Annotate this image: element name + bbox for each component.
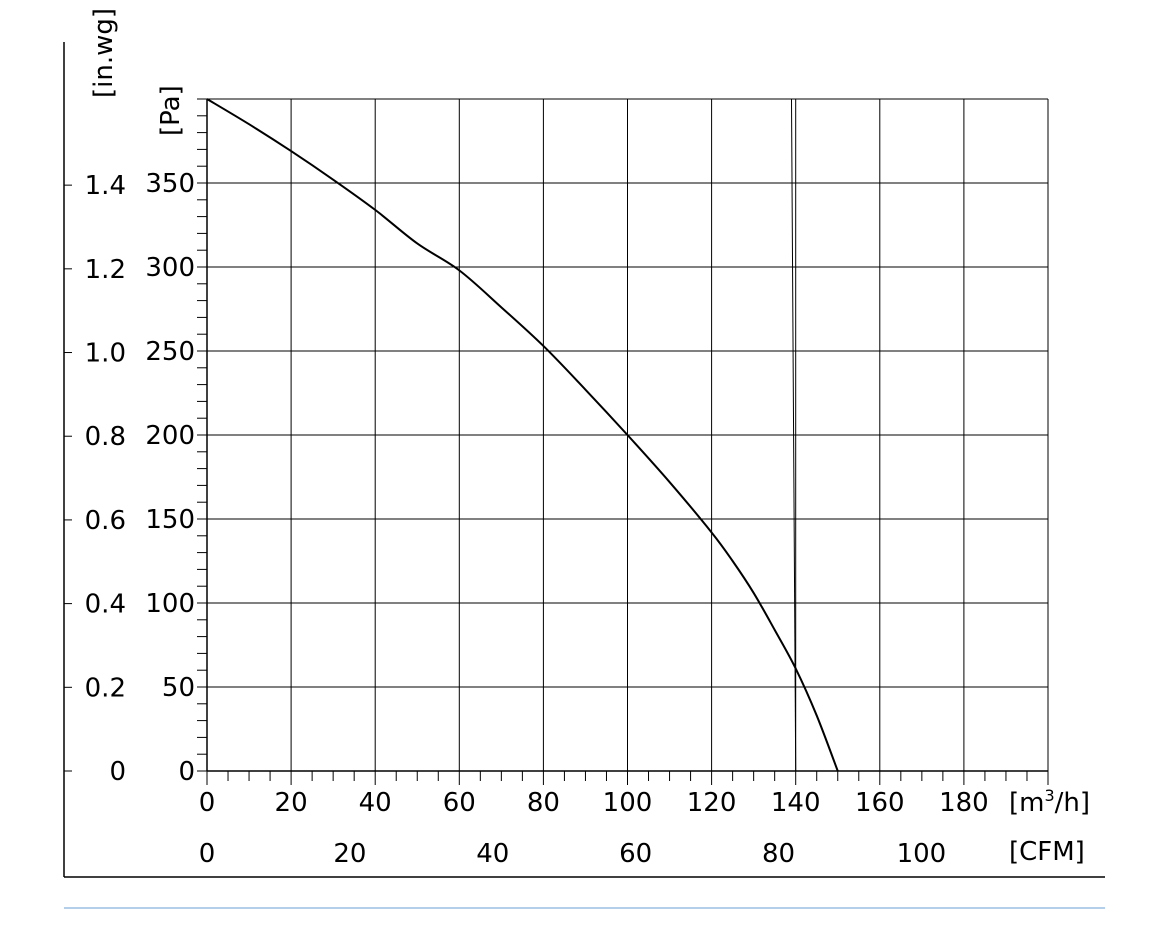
y2-tick-label: 1.2 [85,255,126,285]
x-tick-label: 80 [527,788,560,818]
y2-tick-label: 0 [109,757,126,787]
y-tick-label: 200 [145,421,195,451]
x-tick-label: 140 [771,788,821,818]
x-tick-label: 100 [603,788,653,818]
y-tick-label: 300 [145,253,195,283]
x-unit-sup: 3 [1044,786,1054,805]
y-tick-label: 100 [145,589,195,619]
x-tick-label: 60 [443,788,476,818]
x2-unit-label: [CFM] [1009,837,1085,867]
x2-tick-label: 0 [199,839,216,869]
x-tick-label: 20 [275,788,308,818]
x-tick-label: 40 [359,788,392,818]
tick-labels: 05010015020025030035000.20.40.60.81.01.2… [85,169,989,869]
y-tick-label: 350 [145,169,195,199]
x-tick-label: 160 [855,788,905,818]
y2-tick-label: 1.4 [85,171,126,201]
y2-tick-label: 1.0 [85,339,126,369]
y-tick-label: 250 [145,337,195,367]
y-unit-label: [Pa] [156,85,186,136]
x-tick-label: 120 [687,788,737,818]
x2-tick-label: 20 [333,839,366,869]
vertical-reference-line [790,98,797,772]
y-tick-label: 50 [162,673,195,703]
x2-tick-label: 60 [619,839,652,869]
x-unit-main: [m [1009,788,1044,818]
y-tick-label: 150 [145,505,195,535]
ticks [64,98,1049,785]
y2-tick-label: 0.2 [85,673,126,703]
x-tick-label: 180 [939,788,989,818]
x2-tick-label: 80 [762,839,795,869]
x-tick-label: 0 [199,788,216,818]
plot-frame [63,42,1105,909]
x-unit-label: [m3/h] [1009,786,1090,818]
series [206,98,839,772]
y2-tick-label: 0.8 [85,422,126,452]
y2-tick-label: 0.4 [85,590,126,620]
x2-tick-label: 100 [897,839,947,869]
y-tick-label: 0 [178,757,195,787]
performance-curve [206,98,839,772]
y2-unit-label: [in.wg] [89,8,119,98]
x2-tick-label: 40 [476,839,509,869]
x-unit-tail: /h] [1055,788,1090,818]
y2-tick-label: 0.6 [85,506,126,536]
